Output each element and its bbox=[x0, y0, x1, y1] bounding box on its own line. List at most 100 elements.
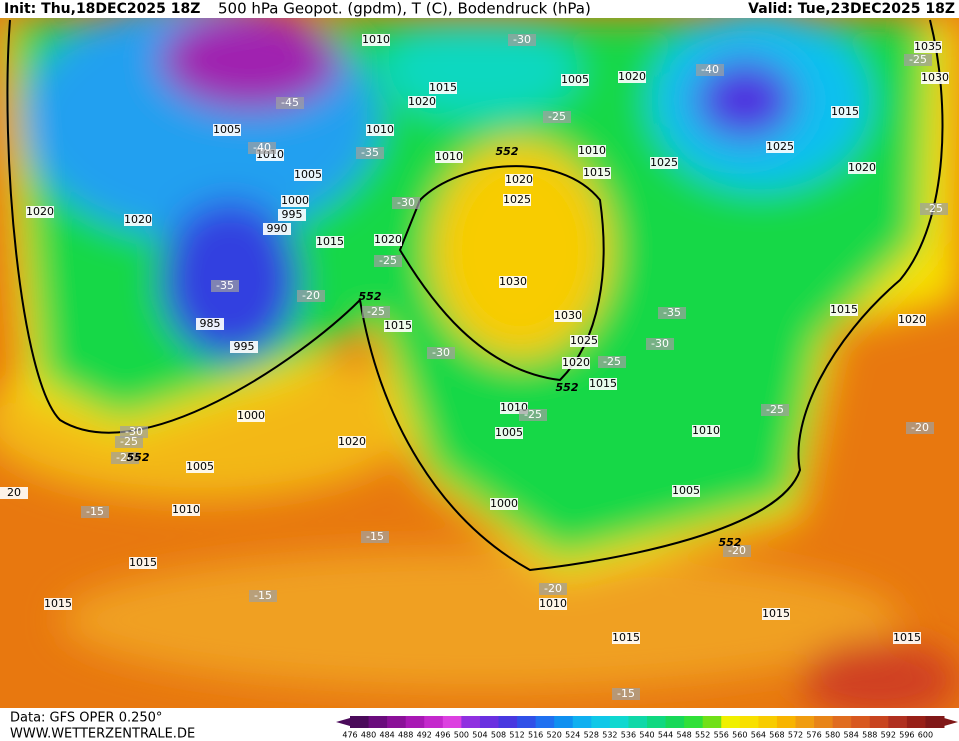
scale-swatch bbox=[628, 716, 648, 728]
isobar-label-box bbox=[316, 236, 344, 248]
temperature-label-box bbox=[427, 347, 455, 359]
geopotential-label: 552 bbox=[127, 451, 150, 464]
temperature-label: -25 bbox=[925, 202, 943, 215]
scale-label: 536 bbox=[621, 731, 636, 740]
isobar-label: 1035 bbox=[914, 40, 942, 53]
isobar-label: 1025 bbox=[503, 193, 531, 206]
isobar-label: 1030 bbox=[499, 275, 527, 288]
temperature-label-box bbox=[658, 307, 686, 319]
temperature-label-box bbox=[120, 426, 148, 438]
isobar-label-box bbox=[429, 82, 457, 94]
isobar-label: 1010 bbox=[539, 597, 567, 610]
isobar-label: 1015 bbox=[830, 303, 858, 316]
temperature-label: -15 bbox=[254, 589, 272, 602]
temperature-label-box bbox=[612, 688, 640, 700]
isobar-label-box bbox=[26, 206, 54, 218]
temperature-label: -25 bbox=[120, 435, 138, 448]
isobar-label: 1025 bbox=[766, 140, 794, 153]
temperature-label: -25 bbox=[766, 403, 784, 416]
temperature-label: -20 bbox=[544, 582, 562, 595]
scale-swatch bbox=[479, 716, 499, 728]
scale-label: 560 bbox=[732, 731, 747, 740]
scale-swatch bbox=[758, 716, 778, 728]
scale-label: 528 bbox=[584, 731, 599, 740]
isobar-label-box bbox=[374, 234, 402, 246]
isobar-label-box bbox=[539, 598, 567, 610]
scale-arrow-left bbox=[336, 718, 350, 726]
temperature-label: -15 bbox=[86, 505, 104, 518]
scale-label: 572 bbox=[788, 731, 803, 740]
temperature-label-box bbox=[904, 54, 932, 66]
temperature-label: -45 bbox=[281, 96, 299, 109]
isobar-label: 1010 bbox=[362, 33, 390, 46]
scale-label: 492 bbox=[417, 731, 432, 740]
temperature-label: -25 bbox=[379, 254, 397, 267]
website: WWW.WETTERZENTRALE.DE bbox=[10, 727, 195, 741]
map-title: 500 hPa Geopot. (gpdm), T (C), Bodendruc… bbox=[218, 0, 591, 18]
scale-swatch bbox=[517, 716, 537, 728]
temperature-label-box bbox=[248, 142, 276, 154]
scale-swatch bbox=[647, 716, 667, 728]
temperature-label-box bbox=[356, 147, 384, 159]
scale-swatch bbox=[684, 716, 704, 728]
isobar-label: 1015 bbox=[429, 81, 457, 94]
isobar-label: 1015 bbox=[384, 319, 412, 332]
scale-swatch bbox=[739, 716, 759, 728]
temperature-label-box bbox=[539, 583, 567, 595]
isobar-label: 985 bbox=[200, 317, 221, 330]
temperature-label: -30 bbox=[125, 425, 143, 438]
isobar-label: 1000 bbox=[281, 194, 309, 207]
geopotential-label: 552 bbox=[359, 290, 382, 303]
isobar-label-box bbox=[237, 410, 265, 422]
temperature-label: -15 bbox=[366, 530, 384, 543]
isobar-label-box bbox=[435, 151, 463, 163]
scale-swatch bbox=[869, 716, 889, 728]
isobar-label-box bbox=[172, 504, 200, 516]
scale-swatch bbox=[925, 716, 945, 728]
scale-label: 556 bbox=[714, 731, 729, 740]
isobar-label-box bbox=[124, 214, 152, 226]
isobar-label: 1020 bbox=[408, 95, 436, 108]
isobar-label-box bbox=[362, 34, 390, 46]
temperature-label-box bbox=[646, 338, 674, 350]
temperature-label: -25 bbox=[603, 355, 621, 368]
isobar-label: 1005 bbox=[495, 426, 523, 439]
temperature-label: -35 bbox=[663, 306, 681, 319]
isobar-label: 20 bbox=[7, 486, 21, 499]
isobar-label-box bbox=[830, 304, 858, 316]
temperature-label-box bbox=[115, 436, 143, 448]
isobar-label-box bbox=[672, 485, 700, 497]
temperature-label-box bbox=[361, 531, 389, 543]
scale-swatch bbox=[554, 716, 574, 728]
scale-swatch bbox=[350, 716, 370, 728]
temperature-label: -35 bbox=[361, 146, 379, 159]
isobar-label: 1000 bbox=[490, 497, 518, 510]
scale-swatch bbox=[461, 716, 481, 728]
temperature-label: -30 bbox=[397, 196, 415, 209]
isobar-label-box bbox=[263, 223, 291, 235]
isobar-label: 990 bbox=[267, 222, 288, 235]
isobar-label-box bbox=[490, 498, 518, 510]
isobar-label-box bbox=[294, 169, 322, 181]
valid-time: Valid: Tue,23DEC2025 18Z bbox=[748, 1, 955, 17]
scale-label: 548 bbox=[676, 731, 691, 740]
isobar-label-box bbox=[578, 145, 606, 157]
isobar-label-box bbox=[503, 194, 531, 206]
scale-swatch bbox=[776, 716, 796, 728]
temperature-label-box bbox=[297, 290, 325, 302]
temperature-label-box bbox=[696, 64, 724, 76]
isobar-label-box bbox=[499, 276, 527, 288]
temperature-label: -15 bbox=[617, 687, 635, 700]
temperature-label: -20 bbox=[302, 289, 320, 302]
temperature-label: -20 bbox=[911, 421, 929, 434]
isobar-label-box bbox=[366, 124, 394, 136]
isobar-label: 1025 bbox=[650, 156, 678, 169]
isobar-label-box bbox=[612, 632, 640, 644]
temperature-label: -35 bbox=[216, 279, 234, 292]
isobar-label: 1010 bbox=[435, 150, 463, 163]
isobar-label-box bbox=[914, 41, 942, 53]
isobar-label-box bbox=[281, 195, 309, 207]
temperature-label-box bbox=[374, 255, 402, 267]
isobar-label: 1010 bbox=[172, 503, 200, 516]
